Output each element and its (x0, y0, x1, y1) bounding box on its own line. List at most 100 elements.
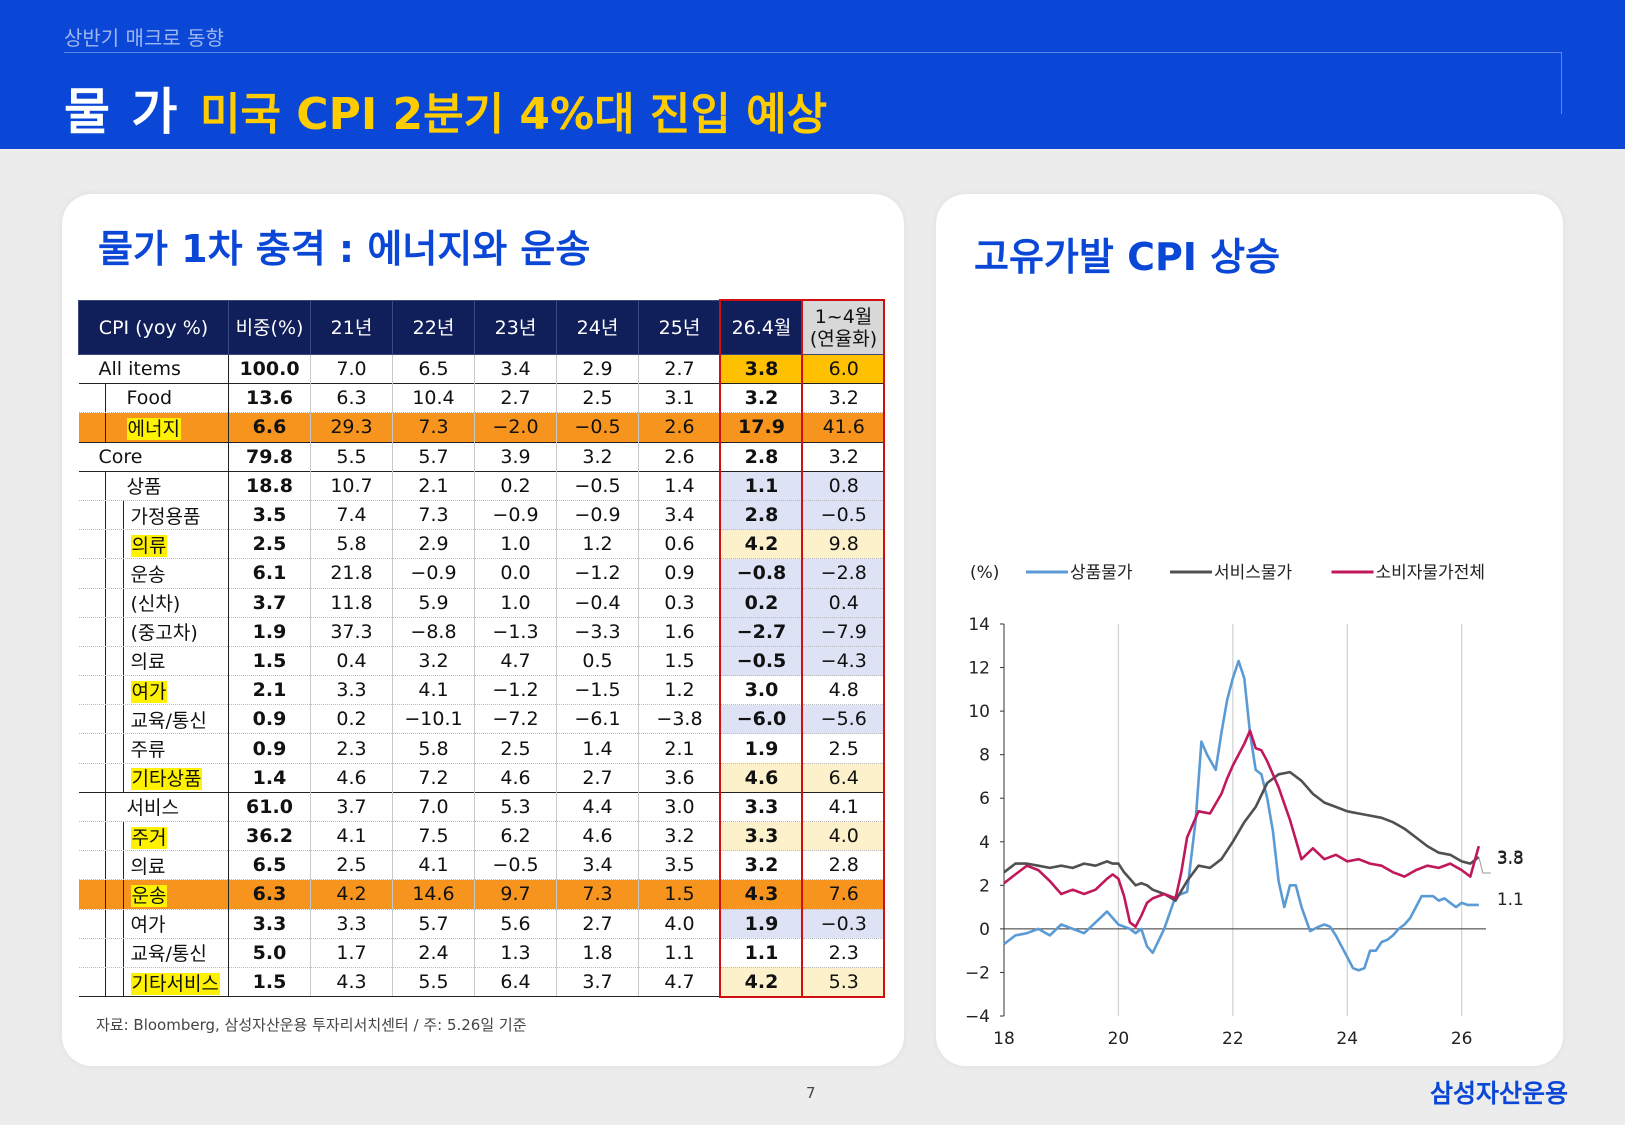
table-cell: −1.5 (556, 675, 639, 705)
table-body: All items 100.0 7.0 6.5 3.4 2.9 2.7 3.8 6.0 Food 1… (78, 353, 885, 998)
table-cell: 5.8 (310, 529, 393, 559)
series-line (1003, 659, 1479, 972)
legend-label: 상품물가 (1070, 563, 1133, 583)
table-cell: 7.0 (392, 791, 475, 822)
table-row: Food 13.6 6.3 10.4 2.7 2.5 3.1 3.2 3.2 (78, 383, 885, 413)
table-cell: 2.5 (228, 529, 311, 559)
table-cell: 1.2 (556, 529, 639, 559)
table-cell: 4.0 (802, 820, 885, 851)
table-cell: 4.3 (720, 879, 803, 910)
table-cell: 3.2 (720, 383, 803, 413)
table-cell: 4.4 (556, 791, 639, 822)
table-cell: 2.6 (638, 441, 721, 472)
table-cell: 0.2 (720, 587, 803, 618)
y-tick-label: 0 (979, 920, 990, 940)
row-label-text: 주거 (130, 826, 168, 849)
table-cell: 2.7 (474, 383, 557, 413)
table-cell: 3.3 (720, 820, 803, 851)
table-cell: −0.5 (474, 850, 557, 880)
series-line (1003, 729, 1481, 928)
y-tick-label: −2 (965, 963, 990, 983)
column-header: 24년 (556, 300, 639, 355)
table-cell: 4.2 (310, 879, 393, 910)
y-tick-label: −4 (965, 1007, 990, 1027)
row-label-text: (중고차) (130, 622, 198, 645)
table-cell: 5.5 (310, 441, 393, 472)
table-cell: 0.4 (802, 587, 885, 618)
table-cell: −0.8 (720, 558, 803, 588)
table-cell: −1.2 (474, 675, 557, 705)
table-cell: 9.7 (474, 879, 557, 910)
table-cell: 3.8 (720, 353, 803, 384)
table-cell: −0.9 (474, 499, 557, 530)
table-cell: −6.0 (720, 704, 803, 734)
row-label: 의료 (78, 645, 229, 676)
row-label: 교육/통신 (78, 937, 229, 968)
table-cell: 3.3 (228, 908, 311, 939)
y-tick-label: 12 (968, 659, 990, 679)
table-row: 기타서비스 1.5 4.3 5.5 6.4 3.7 4.7 4.2 5.3 (78, 966, 885, 998)
row-label: 의료 (78, 850, 229, 880)
chart-card-title: 고유가발 CPI 상승 (974, 235, 1281, 279)
table-row: 의류 2.5 5.8 2.9 1.0 1.2 0.6 4.2 9.8 (78, 529, 885, 559)
table-cell: 6.6 (228, 412, 311, 443)
table-cell: 7.3 (392, 499, 475, 530)
table-cell: 3.5 (638, 850, 721, 880)
table-row: 의료 1.5 0.4 3.2 4.7 0.5 1.5 −0.5 −4.3 (78, 645, 885, 676)
column-header: CPI (yoy %) (78, 300, 229, 355)
table-cell: −7.2 (474, 704, 557, 734)
row-label-text: Core (98, 445, 143, 468)
table-row: 상품 18.8 10.7 2.1 0.2 −0.5 1.4 1.1 0.8 (78, 470, 885, 501)
table-cell: 0.9 (228, 733, 311, 764)
column-header: 1~4월 (연율화) (802, 300, 885, 355)
table-cell: 41.6 (802, 412, 885, 443)
table-cell: 1.4 (228, 762, 311, 793)
source-note: 자료: Bloomberg, 삼성자산운용 투자리서치센터 / 주: 5.26일… (96, 1016, 527, 1034)
table-cell: 2.7 (556, 762, 639, 793)
table-cell: 1.5 (638, 645, 721, 676)
company-logo-text: 삼성자산운용 (1430, 1079, 1569, 1108)
table-cell: 6.5 (392, 353, 475, 384)
table-header-row: CPI (yoy %) 비중(%) 21년 22년 23년 24년 25년 26.4월 1~4월… (78, 300, 885, 355)
table-cell: 2.7 (556, 908, 639, 939)
row-label-text: 교육/통신 (130, 709, 207, 732)
column-header: 25년 (638, 300, 721, 355)
row-label: 주류 (78, 733, 229, 764)
table-cell: 7.3 (392, 412, 475, 443)
series-end-label: 3.3 (1497, 848, 1524, 868)
table-cell: 2.1 (638, 733, 721, 764)
row-label: 운송 (78, 879, 229, 910)
table-cell: 2.1 (392, 470, 475, 501)
table-cell: 7.6 (802, 879, 885, 910)
table-cell: 2.8 (802, 850, 885, 880)
row-label: 운송 (78, 558, 229, 588)
table-cell: 17.9 (720, 412, 803, 443)
table-cell: 3.3 (310, 675, 393, 705)
table-cell: 4.1 (802, 791, 885, 822)
table-cell: 4.6 (474, 762, 557, 793)
table-cell: −0.5 (556, 470, 639, 501)
table-cell: 3.0 (720, 675, 803, 705)
table-row: 주거 36.2 4.1 7.5 6.2 4.6 3.2 3.3 4.0 (78, 820, 885, 851)
header-divider (64, 52, 1562, 53)
table-cell: 18.8 (228, 470, 311, 501)
x-tick-label: 22 (1222, 1029, 1244, 1044)
row-label: 기타상품 (78, 762, 229, 793)
table-cell: 0.6 (638, 529, 721, 559)
table-cell: 2.5 (556, 383, 639, 413)
y-tick-label: 8 (979, 746, 990, 766)
table-cell: 11.8 (310, 587, 393, 618)
x-tick-label: 26 (1451, 1029, 1473, 1044)
y-tick-label: 2 (979, 876, 990, 896)
table-cell: 4.3 (310, 966, 393, 998)
table-cell: 0.2 (310, 704, 393, 734)
table-cell: 9.8 (802, 529, 885, 559)
table-cell: 3.4 (638, 499, 721, 530)
column-header: 23년 (474, 300, 557, 355)
table-cell: 2.6 (638, 412, 721, 443)
column-header: 26.4월 (720, 300, 803, 355)
table-cell: 100.0 (228, 353, 311, 384)
row-label-text: 주류 (130, 739, 166, 762)
table-cell: 2.9 (392, 529, 475, 559)
end-label-leader (1478, 856, 1491, 874)
